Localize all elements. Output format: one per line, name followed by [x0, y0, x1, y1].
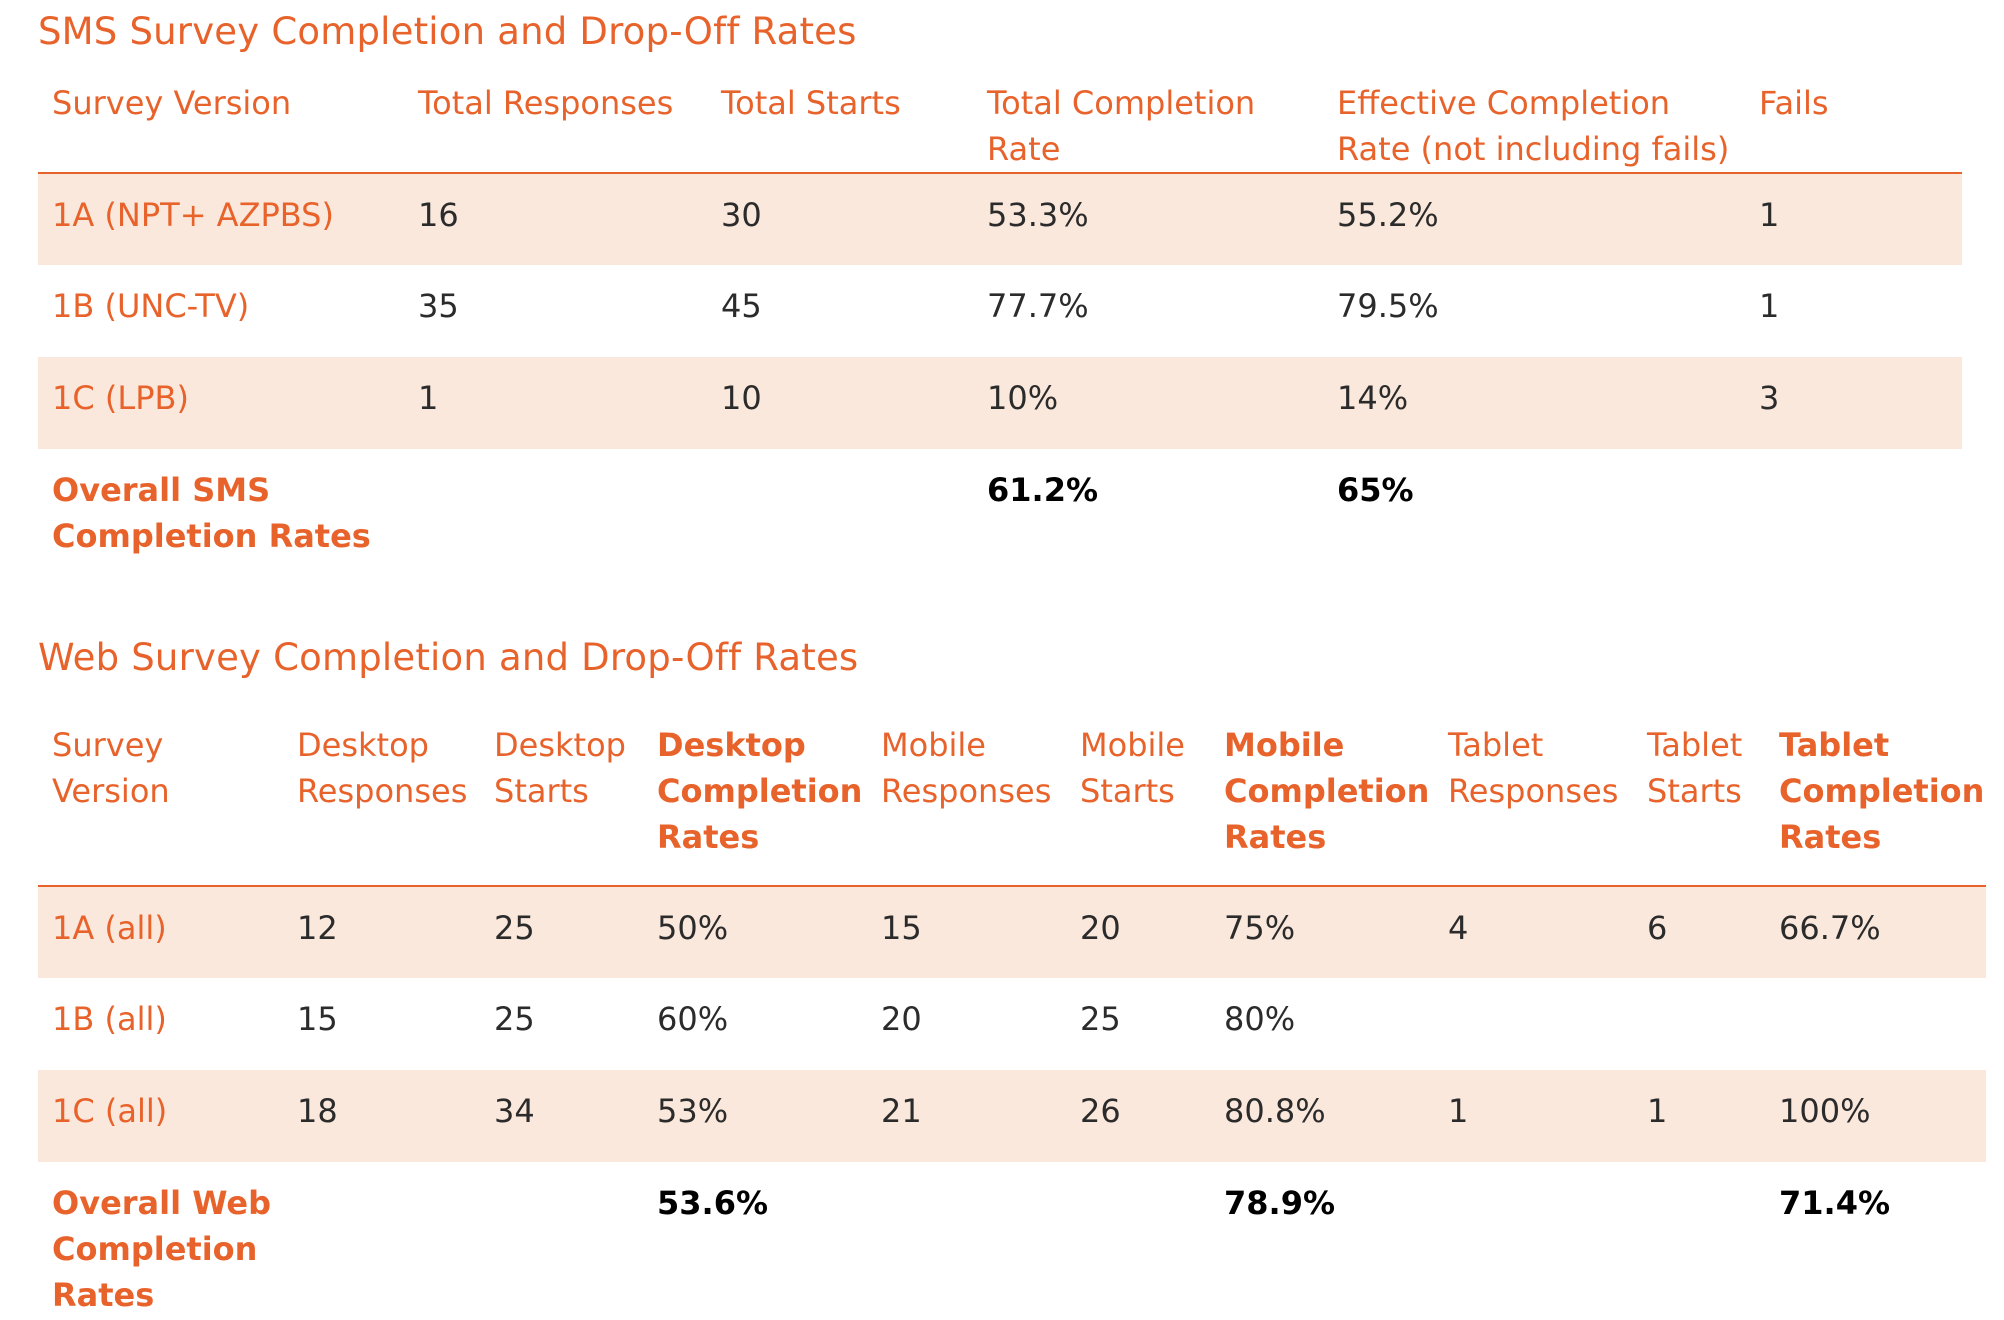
desktop-starts-cell: 25 — [480, 886, 643, 978]
desktop-completion-rate-cell: 53% — [643, 1070, 867, 1162]
tablet-responses-cell: 1 — [1434, 1070, 1633, 1162]
total-responses-cell: 35 — [418, 287, 459, 325]
empty-cell — [867, 1162, 1066, 1318]
column-header-desktop-responses: Desktop Responses — [297, 726, 468, 810]
web-section-title: Web Survey Completion and Drop-Off Rates — [38, 636, 859, 679]
tablet-completion-rate-cell — [1765, 978, 1986, 1070]
effective-completion-rate-cell: 14% — [1323, 357, 1745, 449]
survey-version-cell: 1C (all) — [38, 1070, 283, 1162]
fails-cell: 3 — [1745, 357, 1962, 449]
overall-web-label: Overall Web Completion Rates — [52, 1184, 271, 1314]
overall-total-completion-rate: 61.2% — [987, 471, 1099, 509]
tablet-starts-cell: 6 — [1633, 886, 1765, 978]
column-header-total-responses: Total Responses — [418, 84, 674, 122]
table-row: 1C (LPB) 1 10 10% 14% 3 — [38, 357, 1962, 449]
sms-section-title: SMS Survey Completion and Drop-Off Rates — [38, 10, 857, 53]
mobile-starts-cell: 25 — [1080, 1000, 1121, 1038]
overall-web-row: Overall Web Completion Rates 53.6% 78.9%… — [38, 1162, 1986, 1318]
column-header-tablet-responses: Tablet Responses — [1448, 726, 1619, 810]
web-completion-table: Survey Version Desktop Responses Desktop… — [38, 722, 1986, 1318]
tablet-responses-cell: 4 — [1434, 886, 1633, 978]
survey-version-cell: 1C (LPB) — [38, 357, 404, 449]
empty-cell — [1066, 1162, 1210, 1318]
survey-version-cell: 1A (NPT+ AZPBS) — [38, 173, 404, 265]
empty-cell — [404, 449, 707, 559]
total-responses-cell: 1 — [404, 357, 707, 449]
mobile-completion-rate-cell: 80% — [1224, 1000, 1296, 1038]
total-starts-cell: 10 — [707, 357, 973, 449]
table-row: 1A (all) 12 25 50% 15 20 75% 4 6 66.7% — [38, 886, 1986, 978]
column-header-desktop-completion-rates: Desktop Completion Rates — [657, 726, 863, 856]
effective-completion-rate-cell: 79.5% — [1337, 287, 1439, 325]
desktop-starts-cell: 25 — [494, 1000, 535, 1038]
column-header-survey-version: Survey Version — [52, 726, 170, 810]
survey-version-cell: 1A (all) — [38, 886, 283, 978]
effective-completion-rate-cell: 55.2% — [1323, 173, 1745, 265]
mobile-responses-cell: 21 — [867, 1070, 1066, 1162]
total-completion-rate-cell: 10% — [973, 357, 1323, 449]
sms-completion-table: Survey Version Total Responses Total Sta… — [38, 80, 1962, 559]
empty-cell — [1434, 1162, 1633, 1318]
overall-sms-label: Overall SMS Completion Rates — [52, 471, 371, 555]
empty-cell — [1745, 449, 1962, 559]
desktop-completion-rate-cell: 50% — [643, 886, 867, 978]
tablet-completion-rate-cell: 100% — [1765, 1070, 1986, 1162]
column-header-mobile-responses: Mobile Responses — [881, 726, 1052, 810]
fails-cell: 1 — [1759, 287, 1780, 325]
table-header-row: Survey Version Total Responses Total Sta… — [38, 80, 1962, 173]
mobile-starts-cell: 26 — [1066, 1070, 1210, 1162]
desktop-responses-cell: 18 — [283, 1070, 480, 1162]
tablet-starts-cell: 1 — [1633, 1070, 1765, 1162]
column-header-total-starts: Total Starts — [721, 84, 901, 122]
column-header-total-completion-rate: Total Completion Rate — [987, 84, 1256, 168]
column-header-desktop-starts: Desktop Starts — [494, 726, 626, 810]
column-header-fails: Fails — [1759, 84, 1829, 122]
mobile-completion-rate-cell: 80.8% — [1210, 1070, 1434, 1162]
overall-desktop-completion-rate: 53.6% — [657, 1184, 769, 1222]
overall-effective-completion-rate: 65% — [1337, 471, 1414, 509]
fails-cell: 1 — [1745, 173, 1962, 265]
column-header-tablet-completion-rates: Tablet Completion Rates — [1779, 726, 1985, 856]
table-row: 1C (all) 18 34 53% 21 26 80.8% 1 1 100% — [38, 1070, 1986, 1162]
column-header-survey-version: Survey Version — [52, 84, 292, 122]
empty-cell — [707, 449, 973, 559]
total-starts-cell: 30 — [707, 173, 973, 265]
column-header-mobile-completion-rates: Mobile Completion Rates — [1224, 726, 1430, 856]
empty-cell — [480, 1162, 643, 1318]
desktop-starts-cell: 34 — [480, 1070, 643, 1162]
mobile-responses-cell: 15 — [867, 886, 1066, 978]
table-row: 1B (UNC-TV) 35 45 77.7% 79.5% 1 — [38, 265, 1962, 357]
column-header-effective-completion-rate: Effective Completion Rate (not including… — [1337, 84, 1730, 168]
tablet-starts-cell — [1633, 978, 1765, 1070]
overall-sms-row: Overall SMS Completion Rates 61.2% 65% — [38, 449, 1962, 559]
table-row: 1A (NPT+ AZPBS) 16 30 53.3% 55.2% 1 — [38, 173, 1962, 265]
table-row: 1B (all) 15 25 60% 20 25 80% — [38, 978, 1986, 1070]
survey-version-cell: 1B (all) — [52, 1000, 167, 1038]
empty-cell — [283, 1162, 480, 1318]
mobile-starts-cell: 20 — [1066, 886, 1210, 978]
column-header-mobile-starts: Mobile Starts — [1080, 726, 1185, 810]
tablet-responses-cell — [1434, 978, 1633, 1070]
empty-cell — [1633, 1162, 1765, 1318]
total-completion-rate-cell: 77.7% — [987, 287, 1089, 325]
mobile-responses-cell: 20 — [881, 1000, 922, 1038]
desktop-responses-cell: 15 — [297, 1000, 338, 1038]
overall-tablet-completion-rate: 71.4% — [1779, 1184, 1891, 1222]
desktop-completion-rate-cell: 60% — [657, 1000, 729, 1038]
mobile-completion-rate-cell: 75% — [1210, 886, 1434, 978]
column-header-tablet-starts: Tablet Starts — [1647, 726, 1743, 810]
total-starts-cell: 45 — [721, 287, 762, 325]
overall-mobile-completion-rate: 78.9% — [1224, 1184, 1336, 1222]
table-header-row: Survey Version Desktop Responses Desktop… — [38, 722, 1986, 886]
desktop-responses-cell: 12 — [283, 886, 480, 978]
total-completion-rate-cell: 53.3% — [973, 173, 1323, 265]
tablet-completion-rate-cell: 66.7% — [1765, 886, 1986, 978]
survey-version-cell: 1B (UNC-TV) — [52, 287, 250, 325]
total-responses-cell: 16 — [404, 173, 707, 265]
